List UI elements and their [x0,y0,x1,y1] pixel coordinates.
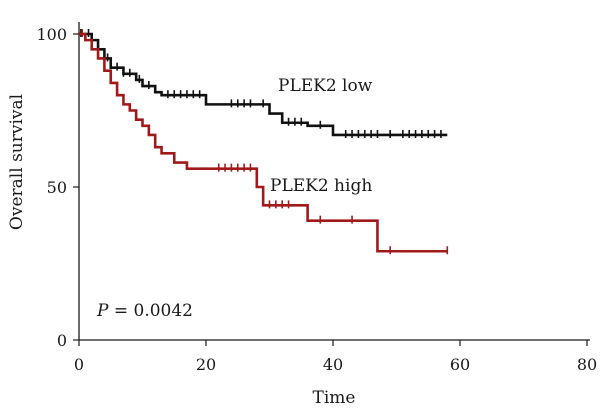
plot-area: 0 20 40 60 80 0 50 100 [36,22,597,374]
series-line-1 [79,32,448,253]
x-tick-label-80: 80 [577,355,597,374]
series-label-high: PLEK2 high [270,176,372,196]
series-0 [79,29,448,138]
y-tick-label-50: 50 [47,178,67,197]
axis-ticks: 0 20 40 60 80 0 50 100 [36,25,597,374]
series-line-0 [79,32,448,137]
y-tick-label-0: 0 [57,331,67,350]
x-axis-title: Time [313,388,356,408]
y-tick-label-100: 100 [36,25,67,44]
p-value-text: = 0.0042 [108,301,193,321]
series-1 [79,29,449,255]
survival-curves [79,29,449,255]
x-tick-label-40: 40 [323,355,343,374]
y-axis-title: Overall survival [7,94,27,230]
p-value-annotation: P = 0.0042 [96,301,193,321]
x-tick-label-20: 20 [196,355,216,374]
series-label-low: PLEK2 low [278,76,373,96]
p-value-symbol: P [96,301,109,321]
x-tick-label-0: 0 [74,355,84,374]
x-tick-label-60: 60 [450,355,470,374]
